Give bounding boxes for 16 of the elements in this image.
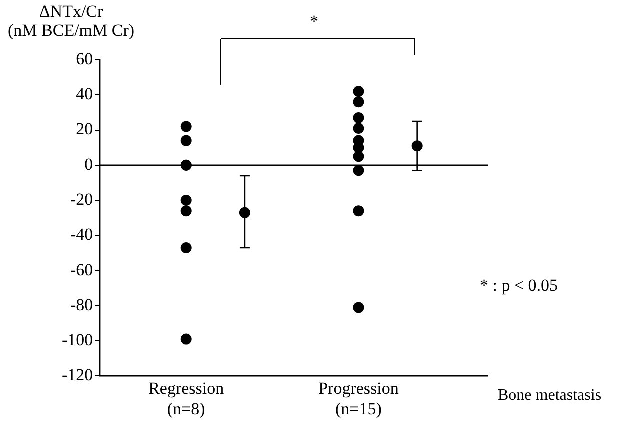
y-tick-label: 60 <box>76 49 94 68</box>
x-tick-label: Regression (n=8) <box>148 378 225 418</box>
annotation: * : p < 0.05 <box>480 276 558 295</box>
y-axis-title: ΔNTx/Cr (nM BCE/mM Cr) <box>8 2 135 40</box>
y-tick-label: -120 <box>62 366 94 385</box>
x-tick-label: Progression (n=15) <box>318 378 400 418</box>
y-tick-label: 40 <box>76 84 94 104</box>
y-tick-label: -60 <box>70 260 94 280</box>
text: * <box>310 12 318 31</box>
x-axis-title: Bone metastasis <box>498 386 602 405</box>
y-tick-label: 20 <box>76 120 94 139</box>
y-tick-label: -20 <box>70 190 94 209</box>
y-tick-label: -80 <box>70 295 94 314</box>
y-tick-label: 0 <box>84 154 94 174</box>
y-tick-label: -40 <box>70 225 94 244</box>
y-tick-label: -100 <box>62 330 94 350</box>
